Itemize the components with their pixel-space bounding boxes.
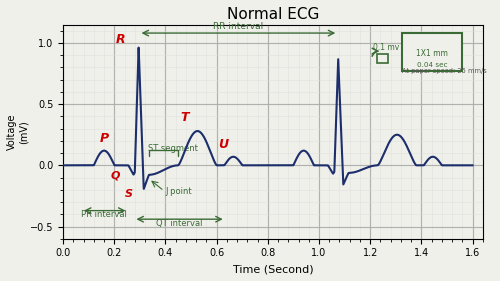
Text: Q: Q: [111, 171, 120, 181]
Text: ST segment: ST segment: [148, 144, 198, 153]
FancyBboxPatch shape: [376, 55, 388, 63]
Text: 0.04 sec: 0.04 sec: [417, 62, 448, 68]
Text: U: U: [218, 138, 228, 151]
Text: QT interval: QT interval: [156, 219, 203, 228]
Text: R: R: [116, 33, 126, 46]
FancyBboxPatch shape: [402, 33, 462, 71]
Y-axis label: Voltage
(mV): Voltage (mV): [7, 114, 28, 150]
Title: Normal ECG: Normal ECG: [227, 7, 319, 22]
Text: T: T: [180, 111, 189, 124]
Text: P: P: [100, 132, 108, 145]
X-axis label: Time (Second): Time (Second): [232, 264, 314, 274]
Text: 1X1 mm: 1X1 mm: [416, 49, 448, 58]
Text: S: S: [124, 189, 132, 199]
Text: J point: J point: [166, 187, 192, 196]
Text: RR interval: RR interval: [214, 22, 264, 31]
Text: At paper speed: 25 mm/s: At paper speed: 25 mm/s: [402, 68, 487, 74]
Text: 0.1 mv: 0.1 mv: [372, 43, 399, 52]
Text: PR interval: PR interval: [81, 210, 127, 219]
